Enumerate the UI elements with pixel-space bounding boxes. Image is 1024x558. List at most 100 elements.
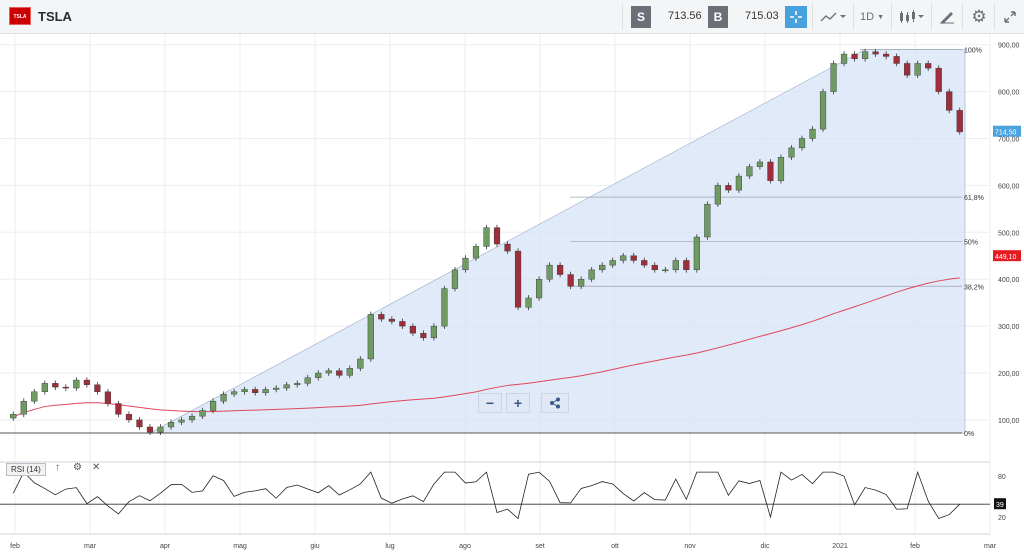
candle-body	[199, 410, 206, 417]
gear-icon[interactable]: ⚙	[73, 462, 82, 473]
candle-body	[493, 227, 501, 245]
candle-body	[672, 260, 679, 271]
candle-body	[746, 166, 753, 177]
candle-body	[651, 264, 658, 271]
line-chart-icon[interactable]	[818, 6, 848, 28]
y-tick-label: 500,00	[998, 230, 1020, 237]
candle-body	[756, 161, 764, 167]
rsi-line	[12, 470, 961, 520]
price-chart[interactable]: 100% 61,8% 50% 38,2% 0% 900,00 800,00 700,00 60…	[0, 34, 1024, 558]
gear-icon[interactable]: ⚙	[971, 7, 987, 26]
candle-body	[546, 264, 553, 280]
x-tick-label: nov	[684, 543, 696, 550]
x-tick-label: mag	[233, 543, 247, 550]
fibonacci-fan-area	[100, 49, 966, 434]
x-tick-label: feb	[910, 543, 920, 550]
candle-body	[525, 297, 532, 308]
candle-body	[725, 185, 732, 191]
candles-icon[interactable]	[896, 6, 926, 28]
candle-body	[104, 391, 111, 404]
candle-body	[599, 264, 606, 271]
candle-body	[231, 391, 238, 395]
candle-body	[914, 63, 921, 76]
zoom-out-button[interactable]: −	[478, 393, 502, 413]
zoom-in-button[interactable]: +	[506, 393, 530, 413]
candle-body	[283, 384, 290, 389]
buy-price[interactable]: 715.03	[745, 10, 779, 22]
candle-body	[441, 288, 448, 327]
toolbar: TSLA TSLA S 713.56 B 715.03 1D ▼ ⚙	[0, 0, 1024, 34]
current-price-badge	[993, 125, 1021, 137]
candle-body	[241, 389, 248, 392]
candle-body	[641, 260, 648, 266]
candle-body	[136, 419, 143, 428]
rsi-panel: 80 20 39	[0, 461, 1006, 522]
candle-body	[20, 400, 27, 415]
candle-body	[704, 203, 711, 238]
rsi-tick-top: 80	[998, 474, 1006, 481]
candle-body	[357, 358, 364, 369]
y-tick-label: 400,00	[998, 277, 1020, 284]
timeframe-select[interactable]: 1D ▼	[858, 6, 886, 28]
candle-body	[336, 370, 343, 376]
x-tick-label: feb	[10, 543, 20, 550]
candle-body	[167, 422, 175, 428]
candle-body	[83, 379, 90, 385]
candle-body	[925, 63, 932, 69]
x-tick-label: 2021	[832, 543, 848, 550]
candle-body	[399, 321, 406, 327]
move-up-icon[interactable]: ↑	[55, 462, 60, 473]
candle-body	[956, 110, 963, 133]
candle-body	[904, 63, 911, 76]
candle-body	[809, 128, 816, 139]
candle-body	[31, 391, 38, 402]
x-tick-label: lug	[385, 543, 394, 550]
draw-icon[interactable]	[936, 6, 958, 28]
y-tick-label: 300,00	[998, 324, 1020, 331]
x-tick-label: ago	[459, 543, 471, 550]
candle-body	[767, 161, 774, 181]
buy-button[interactable]: B	[708, 6, 728, 28]
expand-icon[interactable]	[999, 6, 1021, 28]
candle-body	[630, 255, 637, 261]
candle-body	[735, 175, 742, 191]
y-tick-label: 800,00	[998, 90, 1020, 97]
fib-level-label: 0%	[964, 431, 974, 438]
candle-body	[862, 51, 869, 59]
price-badges: 714,50 449,10	[993, 125, 1021, 262]
ma-badge-text: 449,10	[995, 254, 1017, 261]
divider	[994, 4, 995, 30]
candle-body	[367, 314, 374, 360]
candle-body	[294, 383, 301, 385]
candle-body	[73, 379, 80, 389]
candle-body	[935, 67, 942, 92]
sell-price[interactable]: 713.56	[668, 10, 702, 22]
candle-body	[946, 91, 953, 111]
x-tick-label: set	[535, 543, 544, 550]
x-tick-label: apr	[160, 543, 171, 550]
candle-body	[872, 51, 879, 55]
share-icon[interactable]	[541, 393, 569, 413]
candle-body	[472, 246, 480, 259]
candle-body	[125, 414, 133, 421]
candle-body	[146, 426, 154, 433]
candle-body	[567, 274, 574, 287]
sell-button[interactable]: S	[631, 6, 651, 28]
candle-body	[94, 384, 101, 392]
close-icon[interactable]: ✕	[92, 462, 101, 473]
rsi-label[interactable]: RSI (14)	[6, 463, 46, 476]
candle-body	[52, 383, 59, 388]
candle-body	[273, 387, 280, 390]
candle-body	[504, 243, 511, 252]
candle-body	[209, 400, 217, 411]
candle-body	[115, 403, 122, 415]
candle-body	[420, 332, 427, 339]
divider	[812, 4, 813, 30]
candle-body	[304, 377, 311, 384]
crosshair-icon[interactable]	[785, 6, 807, 28]
candle-body	[315, 372, 322, 378]
candle-body	[220, 393, 227, 402]
candle-body	[41, 383, 48, 392]
candle-body	[157, 426, 164, 433]
